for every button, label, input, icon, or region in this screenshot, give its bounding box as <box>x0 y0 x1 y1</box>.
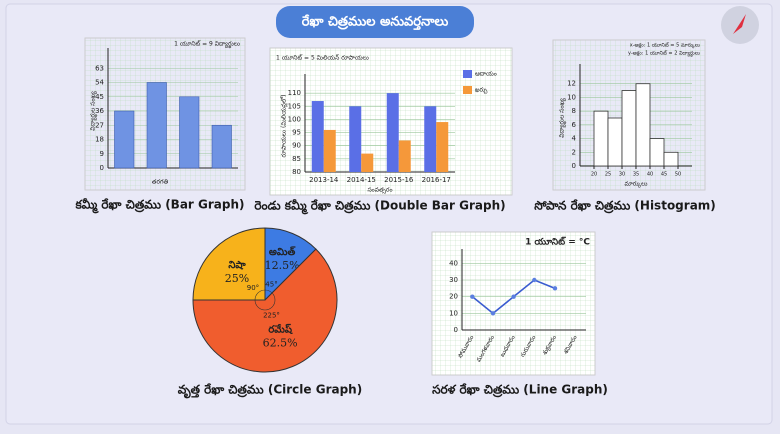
legend-swatch <box>463 86 472 94</box>
y-tick-label: 9 <box>100 150 104 158</box>
point <box>532 277 537 283</box>
angle-label: 225° <box>263 312 280 320</box>
x-axis-label: మార్కులు <box>625 181 648 189</box>
y-tick-label: 95 <box>292 129 301 137</box>
slide-title: రేఖా చిత్రముల అనువర్తనాలు <box>302 14 449 31</box>
y-tick-label: 27 <box>95 121 104 129</box>
x-tick-label: 20 <box>591 172 597 178</box>
note: 1 యూనిట్ = 9 విద్యార్థులు <box>174 40 240 49</box>
x-axis-label: సంవత్సరం <box>367 187 392 195</box>
hist-bar <box>593 110 609 167</box>
x-tick-label: 2014-15 <box>347 176 376 184</box>
bar <box>311 101 324 172</box>
y-tick-label: 110 <box>288 89 301 97</box>
y-tick-label: 100 <box>288 115 301 123</box>
y-tick-label: 2 <box>572 148 576 156</box>
caption: రెండు కమ్మీ రేఖా చిత్రము (Double Bar Gra… <box>254 199 505 215</box>
y-tick-label: 0 <box>454 326 458 334</box>
y-tick-label: 10 <box>567 93 576 101</box>
x-tick-label: 50 <box>675 172 681 178</box>
slice-label: రమేష్ <box>268 324 293 336</box>
y-tick-label: 10 <box>449 309 458 317</box>
y-tick-label: 54 <box>95 79 104 87</box>
bar <box>323 129 336 172</box>
slice-value: 25% <box>225 272 249 285</box>
note: x-అక్షం: 1 యూనిట్ = 5 మార్కులు <box>630 42 700 49</box>
slice-label: అమిత్ <box>269 246 296 258</box>
pie-slice <box>192 248 338 373</box>
y-tick-label: 0 <box>100 164 104 172</box>
legend-label: ఆదాయం <box>475 71 497 78</box>
bar <box>349 106 362 172</box>
y-axis-label: విద్యార్థుల సంఖ్య <box>559 98 567 138</box>
bar <box>146 82 167 169</box>
note: y-అక్షం: 1 యూనిట్ = 2 విద్యార్థులు <box>628 50 700 58</box>
bar <box>386 93 399 172</box>
point <box>470 294 475 299</box>
y-tick-label: 20 <box>449 293 458 301</box>
bar <box>114 110 135 169</box>
slice-value: 12.5% <box>265 259 300 272</box>
x-tick-label: 2013-14 <box>309 176 339 184</box>
caption: సరళ రేఖా చిత్రము (Line Graph) <box>432 383 608 398</box>
hist-bar <box>607 117 623 167</box>
caption: కమ్మీ రేఖా చిత్రము (Bar Graph) <box>74 198 244 214</box>
angle-label: 90° <box>247 284 259 292</box>
logo-mark <box>733 14 746 34</box>
y-tick-label: 45 <box>95 93 104 101</box>
y-tick-label: 18 <box>95 136 104 144</box>
hist-bar <box>663 151 679 167</box>
y-axis-label: విద్యార్థుల సంఖ్య <box>90 91 98 131</box>
x-tick-label: 40 <box>647 172 653 178</box>
y-tick-label: 8 <box>572 107 576 115</box>
y-tick-label: 0 <box>572 162 576 170</box>
note: 1 యూనిట్ = °C <box>525 237 590 248</box>
point <box>490 311 496 316</box>
point <box>552 286 558 291</box>
y-tick-label: 4 <box>572 135 577 143</box>
caption: వృత్త రేఖా చిత్రము (Circle Graph) <box>178 383 362 399</box>
hist-bar <box>621 90 637 167</box>
x-tick-label: 35 <box>633 172 639 178</box>
x-tick-label: 45 <box>661 172 667 178</box>
bar <box>424 106 437 172</box>
bar <box>179 96 200 169</box>
panel-grid <box>432 232 595 375</box>
y-tick-label: 63 <box>95 64 104 72</box>
x-tick-label: 2015-16 <box>384 176 414 184</box>
x-tick-label: 30 <box>619 172 625 178</box>
y-tick-label: 30 <box>449 276 458 284</box>
bar <box>361 153 374 172</box>
y-tick-label: 6 <box>572 121 577 129</box>
y-tick-label: 36 <box>95 107 104 115</box>
y-tick-label: 85 <box>292 155 301 163</box>
legend-label: ఖర్చు <box>475 87 488 95</box>
y-tick-label: 105 <box>288 102 301 110</box>
x-axis-label: తరగతి <box>152 179 169 186</box>
hist-bar <box>635 83 651 167</box>
x-tick-label: 25 <box>605 172 611 178</box>
y-tick-label: 90 <box>292 142 301 150</box>
bar <box>398 140 411 172</box>
slice-label: నిషా <box>228 260 246 271</box>
hist-bar <box>649 138 665 167</box>
legend-swatch <box>463 70 472 78</box>
point <box>511 294 516 299</box>
bar <box>436 122 449 172</box>
title-pill <box>276 6 474 38</box>
slice-value: 62.5% <box>263 337 298 350</box>
bar <box>211 124 232 169</box>
y-tick-label: 80 <box>292 168 301 176</box>
angle-label: 45° <box>265 280 277 288</box>
y-tick-label: 12 <box>567 80 576 88</box>
note: 1 యూనిట్ = 5 మిలియన్ రూపాయలు <box>276 54 369 62</box>
caption: సోపాన రేఖా చిత్రము (Histogram) <box>534 199 716 214</box>
pie-slice <box>192 227 266 301</box>
y-tick-label: 40 <box>449 259 458 267</box>
angle-mark <box>254 289 276 311</box>
y-axis-label: రూపాయలు (మిలియన్లలో) <box>280 94 289 157</box>
x-tick-label: 2016-17 <box>422 176 451 184</box>
